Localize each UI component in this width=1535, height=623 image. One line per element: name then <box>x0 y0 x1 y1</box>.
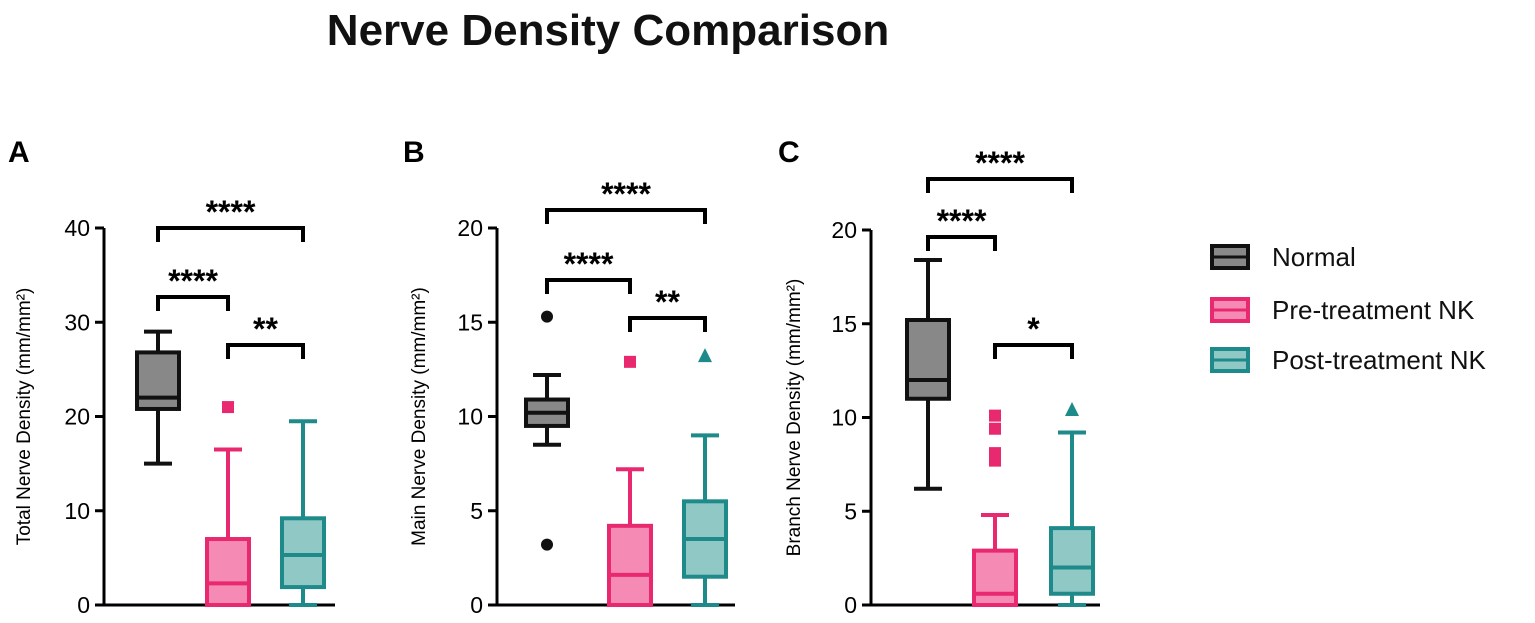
y-tick-label: 0 <box>844 592 857 618</box>
outlier-point <box>541 538 553 551</box>
significance-bracket: **** <box>156 194 305 242</box>
legend-label-pre: Pre-treatment NK <box>1272 295 1475 325</box>
panel-letter: B <box>403 136 425 169</box>
y-tick-label: 10 <box>457 404 483 430</box>
box-normal <box>524 310 570 551</box>
significance-label: ** <box>655 284 680 320</box>
box-iqr <box>972 548 1018 607</box>
significance-label: **** <box>564 246 614 282</box>
significance-bracket: ** <box>628 284 707 332</box>
significance-bracket: **** <box>545 176 707 224</box>
outlier-point <box>222 401 234 414</box>
significance-bracket: ** <box>226 311 305 359</box>
legend-label-normal: Normal <box>1272 242 1356 272</box>
bracket-line <box>156 226 305 242</box>
y-tick-label: 0 <box>77 592 90 618</box>
legend: Normal Pre-treatment NK Post-treatment NK <box>1210 242 1487 375</box>
figure-title: Nerve Density Comparison <box>326 6 890 55</box>
significance-label: * <box>1027 311 1040 347</box>
y-tick-label: 40 <box>64 215 90 241</box>
significance-label: **** <box>975 145 1025 181</box>
box-normal <box>905 258 951 491</box>
y-axis-title: Total Nerve Density (mm/mm²) <box>14 288 35 546</box>
y-tick-label: 10 <box>831 405 857 431</box>
box-iqr <box>280 516 326 590</box>
bracket-line <box>628 316 707 332</box>
panel-letter: A <box>8 136 30 169</box>
box-pre <box>607 355 653 608</box>
box-post <box>1049 402 1095 607</box>
outlier-point <box>989 422 1001 435</box>
bracket-line <box>156 295 230 311</box>
significance-bracket: **** <box>545 246 632 294</box>
outlier-point <box>698 348 712 363</box>
outlier-point <box>989 409 1001 422</box>
y-tick-label: 15 <box>457 309 483 335</box>
box-pre <box>972 409 1018 607</box>
bracket-line <box>545 208 707 224</box>
significance-label: ** <box>253 311 278 347</box>
y-tick-label: 5 <box>470 498 483 524</box>
panel-a: A 0 10 20 30 40 Total Nerve Density (mm/mm²) **… <box>8 136 335 618</box>
box-pre <box>205 401 251 608</box>
box-iqr <box>1049 526 1095 596</box>
box-iqr <box>135 350 181 411</box>
outlier-point <box>624 355 636 368</box>
y-tick-label: 5 <box>844 498 857 524</box>
bracket-line <box>226 343 305 359</box>
significance-bracket: **** <box>926 203 997 251</box>
y-tick-label: 0 <box>470 592 483 618</box>
bracket-line <box>926 235 997 251</box>
y-tick-label: 20 <box>457 215 483 241</box>
y-tick-label: 10 <box>64 498 90 524</box>
legend-label-post: Post-treatment NK <box>1272 345 1487 375</box>
significance-label: **** <box>601 176 651 212</box>
y-tick-label: 20 <box>831 217 857 243</box>
significance-label: **** <box>937 203 987 239</box>
box-post <box>280 419 326 607</box>
y-tick-label: 30 <box>64 309 90 335</box>
box-post <box>682 348 728 607</box>
y-axis-title: Branch Nerve Density (mm/mm²) <box>784 279 805 557</box>
box-normal <box>135 329 181 466</box>
y-tick-label: 15 <box>831 311 857 337</box>
outlier-point <box>1065 402 1079 416</box>
bracket-line <box>993 343 1074 359</box>
significance-bracket: **** <box>156 263 230 311</box>
bracket-line <box>545 278 632 294</box>
significance-label: **** <box>206 194 256 230</box>
y-axis-title: Main Nerve Density (mm/mm²) <box>409 287 430 546</box>
box-iqr <box>205 537 251 608</box>
box-iqr <box>905 318 951 401</box>
outlier-point <box>989 454 1001 467</box>
significance-label: **** <box>168 263 218 299</box>
box-iqr <box>607 523 653 608</box>
significance-bracket: **** <box>926 145 1074 193</box>
bracket-line <box>926 177 1074 193</box>
y-tick-label: 20 <box>64 404 90 430</box>
outlier-point <box>541 310 553 323</box>
panel-letter: C <box>778 136 800 169</box>
significance-bracket: * <box>993 311 1074 359</box>
